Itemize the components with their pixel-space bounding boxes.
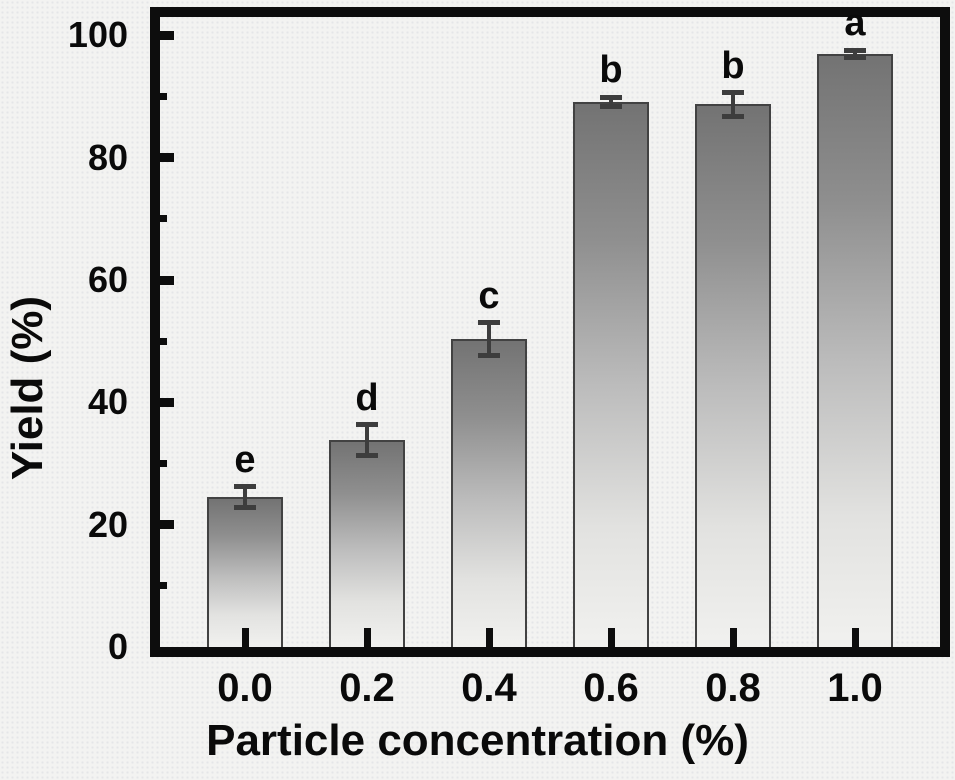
error-bar-cap-bottom [722, 113, 744, 119]
x-tick-label: 0.6 [583, 666, 639, 710]
error-bar-stem [365, 424, 369, 456]
error-bar-cap-top [234, 484, 256, 490]
sig-letter: e [234, 438, 256, 481]
y-tick-label: 80 [87, 136, 128, 178]
y-major-tick [160, 520, 174, 530]
sig-letter: a [844, 2, 866, 45]
x-axis-title: Particle concentration (%) [206, 716, 749, 765]
y-major-tick [160, 153, 174, 163]
y-minor-tick [160, 337, 167, 345]
bar [451, 339, 527, 647]
x-tick-label: 0.8 [705, 666, 761, 710]
sig-letter: b [721, 44, 745, 87]
error-bar-cap-top [600, 94, 622, 100]
bar [695, 104, 771, 647]
bar [573, 102, 649, 647]
sig-letter: d [355, 376, 379, 419]
y-tick-label: 20 [87, 503, 128, 545]
x-tick-label: 0.0 [217, 666, 273, 710]
bar [817, 53, 893, 647]
y-tick-label: 40 [87, 381, 128, 423]
sig-letter: c [478, 274, 500, 317]
y-major-tick [160, 275, 174, 285]
y-tick-label: 60 [87, 259, 128, 300]
y-major-tick [160, 397, 174, 407]
y-minor-tick [160, 215, 167, 223]
error-bar-stem [853, 50, 857, 58]
error-bar-cap-bottom [234, 505, 256, 511]
x-tick-label: 0.4 [461, 666, 517, 710]
error-bar-cap-bottom [844, 54, 866, 60]
error-bar-cap-top [844, 47, 866, 53]
error-bar-cap-bottom [356, 453, 378, 459]
error-bar-stem [609, 97, 613, 107]
bar [329, 440, 405, 647]
error-bar-cap-bottom [600, 104, 622, 110]
x-tick [851, 628, 859, 647]
x-tick [241, 628, 249, 647]
x-tick [363, 628, 371, 647]
x-tick-label: 1.0 [827, 666, 883, 710]
y-tick-label: 100 [67, 14, 128, 56]
error-bar-stem [243, 486, 247, 508]
error-bar-stem [731, 92, 735, 117]
error-bar-stem [487, 322, 491, 356]
y-minor-tick [160, 582, 167, 590]
error-bar-cap-bottom [478, 353, 500, 359]
plot-frame [150, 7, 950, 657]
error-bar-cap-top [722, 90, 744, 96]
y-minor-tick [160, 93, 167, 100]
x-tick [729, 628, 737, 647]
x-tick [485, 628, 493, 647]
y-tick-label: 0 [107, 626, 128, 667]
bar [207, 497, 283, 647]
y-major-tick [160, 30, 174, 40]
x-tick [607, 628, 615, 647]
y-minor-tick [160, 460, 167, 467]
x-tick-label: 0.2 [339, 666, 395, 710]
error-bar-cap-top [356, 422, 378, 428]
error-bar-cap-top [478, 320, 500, 326]
sig-letter: b [599, 49, 623, 92]
